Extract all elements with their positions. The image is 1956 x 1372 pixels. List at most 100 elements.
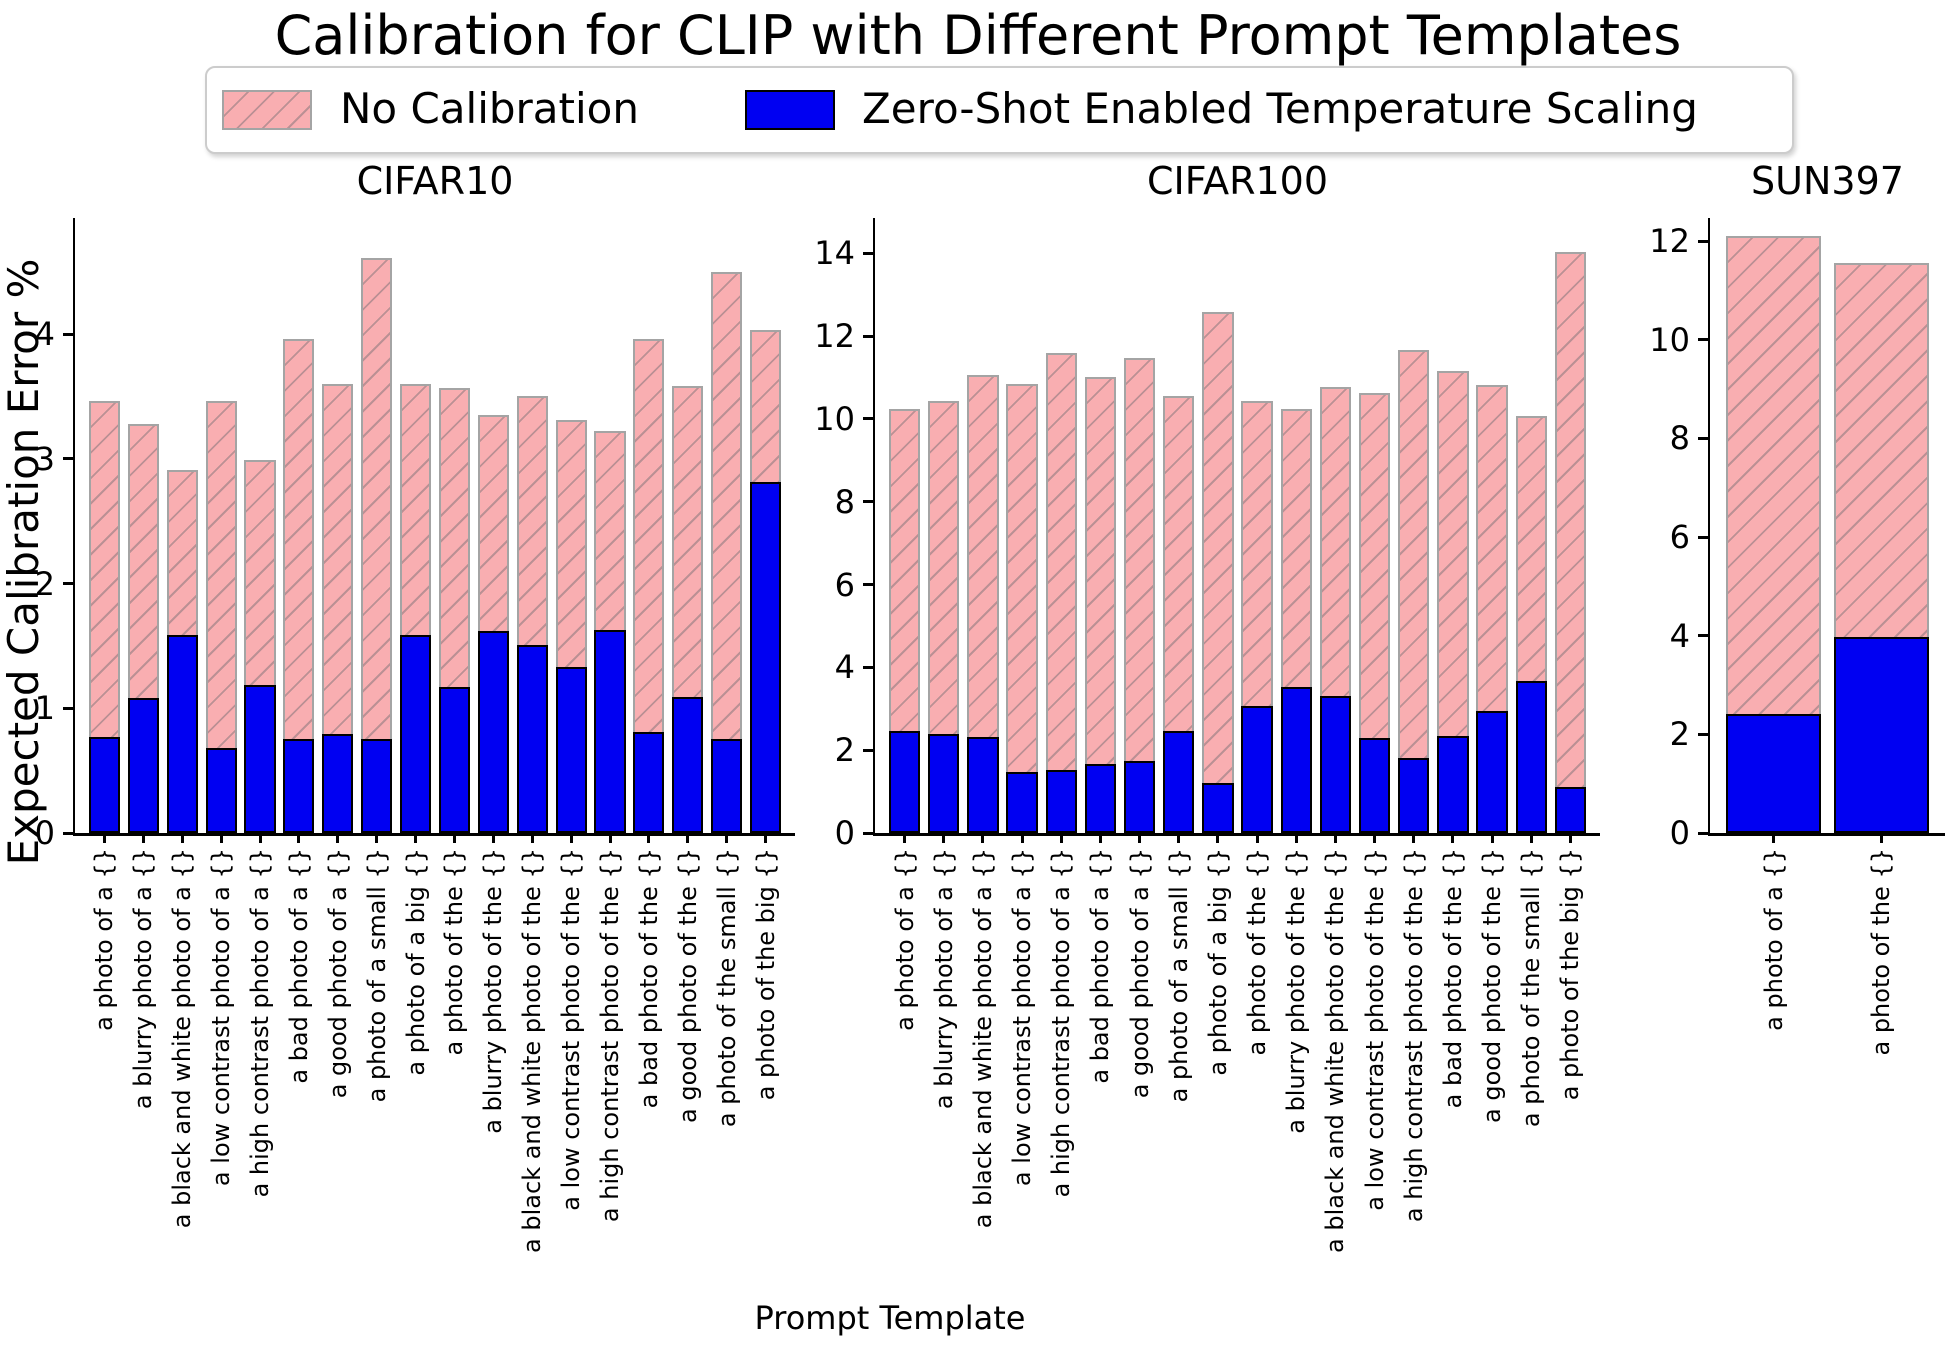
bar-zero-shot (400, 634, 432, 833)
bar-zero-shot (322, 734, 354, 833)
x-tick (608, 833, 612, 843)
legend-swatch-no-calibration (222, 90, 312, 130)
legend-label-zero-shot: Zero-Shot Enabled Temperature Scaling (862, 84, 1698, 133)
x-tick-label: a photo of a small {} (362, 848, 391, 1103)
y-tick (1698, 535, 1708, 539)
bar-no-calibration (1398, 350, 1430, 833)
bar-zero-shot (594, 629, 626, 833)
y-tick (63, 457, 73, 461)
bar-zero-shot (967, 737, 999, 833)
x-tick-label: a good photo of the {} (1478, 848, 1507, 1123)
bar-zero-shot (888, 730, 921, 833)
y-tick-label: 6 (834, 565, 855, 604)
y-tick (863, 251, 873, 255)
x-tick (219, 833, 223, 843)
x-tick (297, 833, 301, 843)
y-tick (863, 831, 873, 835)
y-tick (863, 417, 873, 421)
x-axis-label: Prompt Template (754, 1299, 1026, 1337)
bar-zero-shot (88, 736, 120, 833)
x-tick (1373, 833, 1377, 843)
x-tick (491, 833, 495, 843)
figure-title: Calibration for CLIP with Different Prom… (274, 4, 1682, 67)
y-tick (863, 334, 873, 338)
x-tick (725, 833, 729, 843)
x-tick-label: a high contrast photo of the {} (1399, 848, 1428, 1223)
bar-zero-shot (1726, 714, 1822, 833)
x-tick (1772, 833, 1776, 843)
bar-zero-shot (361, 739, 393, 833)
bar-zero-shot (1398, 757, 1430, 833)
axis-spine-left (72, 218, 75, 836)
x-tick-label: a black and white photo of the {} (518, 848, 547, 1253)
x-tick (1294, 833, 1298, 843)
x-tick-label: a high contrast photo of the {} (596, 848, 624, 1223)
bar-zero-shot (438, 687, 470, 833)
y-tick (1698, 831, 1708, 835)
x-tick-label: a photo of a {} (890, 848, 919, 1031)
bar-zero-shot (633, 731, 665, 833)
legend-label-no-calibration: No Calibration (340, 84, 639, 133)
x-tick (1138, 833, 1142, 843)
x-tick (1879, 833, 1883, 843)
x-tick-label: a blurry photo of the {} (1282, 848, 1311, 1134)
bar-zero-shot (1280, 686, 1312, 833)
bar-zero-shot (1833, 637, 1929, 833)
y-tick-label: 12 (1649, 222, 1690, 261)
x-tick (1255, 833, 1259, 843)
x-tick (1216, 833, 1220, 843)
x-tick (1529, 833, 1533, 843)
y-tick (63, 582, 73, 585)
x-tick (180, 833, 184, 843)
subplot-title-cifar10: CIFAR10 (356, 159, 514, 203)
x-tick (102, 833, 106, 843)
x-tick (1490, 833, 1494, 843)
y-tick-label: 0 (34, 814, 55, 852)
y-tick (863, 500, 873, 504)
x-tick (981, 833, 985, 843)
y-tick-label: 8 (1669, 419, 1690, 458)
x-tick-label: a black and white photo of the {} (1321, 848, 1350, 1253)
x-tick-label: a bad photo of the {} (634, 848, 663, 1109)
y-tick (63, 706, 73, 710)
x-tick (647, 833, 651, 843)
x-tick-label: a low contrast photo of the {} (1360, 848, 1389, 1211)
subplot-title-sun397: SUN397 (1751, 159, 1904, 203)
y-tick-label: 2 (834, 731, 855, 770)
x-tick (903, 833, 907, 843)
bar-zero-shot (1241, 705, 1273, 833)
subplot-title-cifar100: CIFAR100 (1146, 159, 1329, 203)
x-tick (569, 833, 573, 843)
x-tick-label: a low contrast photo of a {} (207, 848, 236, 1187)
y-tick-label: 8 (834, 482, 855, 521)
bar-zero-shot (1163, 730, 1195, 833)
x-tick-label: a high contrast photo of a {} (1047, 848, 1076, 1198)
x-tick-label: a bad photo of a {} (1086, 848, 1115, 1084)
x-tick (375, 833, 379, 843)
bar-zero-shot (166, 634, 198, 833)
bar-zero-shot (1476, 711, 1508, 833)
x-tick-label: a photo of a {} (1759, 848, 1788, 1031)
x-tick (141, 833, 145, 843)
x-tick (1568, 833, 1572, 843)
x-tick (1177, 833, 1181, 843)
bar-no-calibration (1045, 352, 1077, 833)
y-tick (863, 665, 873, 669)
bar-zero-shot (1358, 737, 1391, 833)
x-tick (942, 833, 946, 843)
x-tick (1059, 833, 1063, 843)
y-tick-label: 10 (1649, 320, 1690, 359)
bar-zero-shot (1045, 770, 1077, 833)
y-tick (1698, 239, 1708, 243)
x-tick (336, 833, 340, 843)
bar-zero-shot (477, 630, 509, 833)
x-tick (1020, 833, 1024, 843)
y-tick-label: 3 (34, 439, 55, 478)
x-tick (1412, 833, 1416, 843)
x-tick (764, 833, 768, 843)
x-tick (1098, 833, 1102, 843)
y-tick-label: 2 (1669, 715, 1690, 754)
bar-no-calibration (1202, 312, 1234, 833)
x-tick-label: a photo of the {} (1243, 848, 1272, 1056)
